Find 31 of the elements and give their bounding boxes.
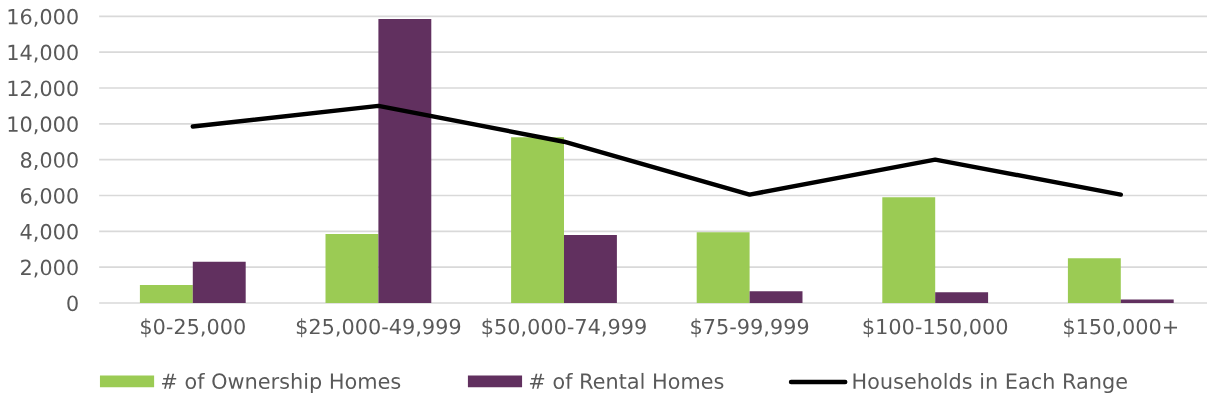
bar — [1067, 258, 1121, 303]
y-tick-label: 10,000 — [8, 116, 78, 135]
bar — [749, 291, 803, 303]
x-tick-label: $0-25,000 — [141, 318, 245, 338]
bar — [192, 261, 246, 303]
bar — [139, 285, 193, 303]
legend-label: # of Ownership Homes — [161, 372, 401, 394]
bar — [882, 197, 936, 303]
x-tick-label: $100-150,000 — [863, 318, 1008, 338]
legend-label: Households in Each Range — [853, 372, 1127, 394]
y-tick-label: 2,000 — [21, 259, 78, 278]
x-tick-label: $75-99,999 — [691, 318, 809, 338]
y-tick-label: 16,000 — [8, 8, 78, 27]
bar — [696, 232, 750, 303]
legend-label: # of Rental Homes — [529, 372, 724, 390]
x-tick-label: $50,000-74,999 — [482, 318, 646, 338]
y-tick-label: 8,000 — [20, 152, 78, 170]
y-tick-label: 0 — [67, 295, 78, 312]
bar — [1120, 299, 1174, 303]
x-tick-label: $150,000+ — [1064, 318, 1178, 338]
bar — [564, 234, 617, 303]
bar — [511, 137, 564, 303]
line-series — [190, 103, 1124, 197]
bar — [325, 234, 379, 303]
y-tick-label: 12,000 — [8, 80, 78, 99]
y-tick-label: 4,000 — [20, 223, 78, 242]
bar — [935, 292, 989, 303]
y-tick-label: 6,000 — [20, 187, 78, 206]
bar — [378, 18, 432, 303]
y-tick-label: 14,000 — [8, 44, 78, 63]
x-tick-label: $25,000-49,999 — [296, 318, 461, 338]
